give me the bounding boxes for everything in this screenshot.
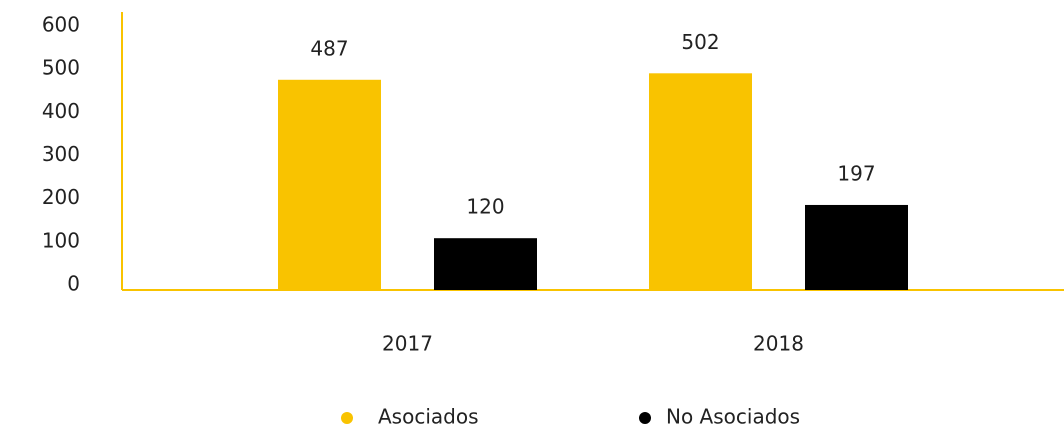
legend-label: Asociados <box>378 405 479 429</box>
value-label: 120 <box>466 195 504 219</box>
legend-label: No Asociados <box>666 405 800 429</box>
y-tick-label: 400 <box>42 99 80 123</box>
y-tick-label: 200 <box>42 185 80 209</box>
legend-marker <box>639 412 651 424</box>
bar <box>649 73 752 290</box>
x-tick-label: 2018 <box>753 332 804 356</box>
y-tick-label: 100 <box>42 228 80 252</box>
bar <box>278 79 381 290</box>
bar <box>434 238 537 290</box>
y-tick-label: 0 <box>67 272 80 296</box>
y-tick-label: 300 <box>42 142 80 166</box>
value-label: 487 <box>310 36 348 60</box>
y-tick-label: 500 <box>42 56 80 80</box>
legend-marker <box>341 412 353 424</box>
value-label: 197 <box>837 161 875 185</box>
y-tick-label: 600 <box>42 13 80 37</box>
x-tick-label: 2017 <box>382 332 433 356</box>
bar <box>805 204 908 290</box>
value-label: 502 <box>681 30 719 54</box>
